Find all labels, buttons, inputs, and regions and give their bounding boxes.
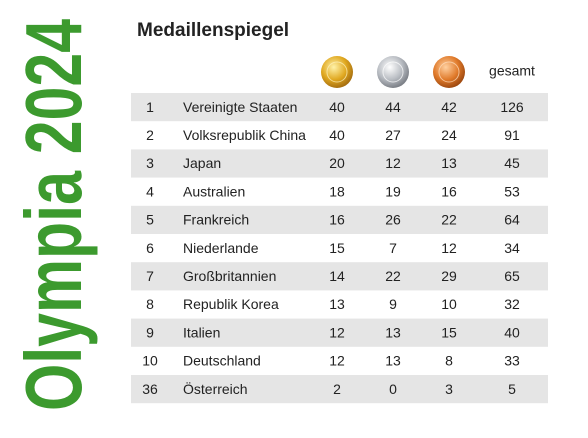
table-row: 7 Großbritannien 14 22 29 65 [131,262,548,291]
country-cell: Republik Korea [183,296,279,312]
total-cell: 65 [504,268,520,284]
silver-cell: 13 [385,324,401,340]
silver-cell: 19 [385,183,401,199]
gold-cell: 40 [329,127,345,143]
bronze-cell: 22 [441,212,457,228]
table-row: 36 Österreich 2 0 3 5 [131,375,548,404]
gold-cell: 18 [329,183,345,199]
country-cell: Italien [183,324,220,340]
bronze-cell: 16 [441,183,457,199]
gold-cell: 12 [329,353,345,369]
rank-cell: 6 [146,240,154,256]
total-cell: 45 [504,155,520,171]
row-background [131,262,548,291]
silver-cell: 12 [385,155,401,171]
total-cell: 64 [504,212,520,228]
silver-cell: 26 [385,212,401,228]
country-cell: Volksrepublik China [183,127,306,143]
row-background [131,318,548,347]
rank-cell: 2 [146,127,154,143]
total-cell: 91 [504,127,520,143]
rank-cell: 36 [142,381,158,397]
country-cell: Japan [183,155,221,171]
bronze-cell: 3 [445,381,453,397]
total-header: gesamt [489,63,535,79]
table-title: Medaillenspiegel [137,20,289,41]
table-row: 3 Japan 20 12 13 45 [131,149,548,178]
table-row: 2 Volksrepublik China 40 27 24 91 [146,127,520,143]
row-background [131,149,548,178]
bronze-cell: 24 [441,127,457,143]
country-cell: Großbritannien [183,268,276,284]
total-cell: 34 [504,240,520,256]
bronze-cell: 15 [441,324,457,340]
silver-cell: 13 [385,353,401,369]
country-cell: Deutschland [183,353,261,369]
total-cell: 32 [504,296,520,312]
country-cell: Österreich [183,380,248,397]
table-row: 8 Republik Korea 13 9 10 32 [146,296,520,312]
country-cell: Frankreich [183,212,249,228]
silver-cell: 7 [389,240,397,256]
bronze-cell: 29 [441,268,457,284]
rank-cell: 9 [146,324,154,340]
row-background [131,93,548,122]
bronze-medal-icon [433,56,465,88]
gold-cell: 13 [329,296,345,312]
bronze-cell: 10 [441,296,457,312]
gold-cell: 2 [333,381,341,397]
country-cell: Australien [183,183,245,199]
silver-cell: 44 [385,99,401,115]
country-cell: Niederlande [183,240,259,256]
row-background [131,375,548,404]
silver-cell: 9 [389,296,397,312]
silver-cell: 27 [385,127,401,143]
bronze-cell: 8 [445,353,453,369]
silver-cell: 0 [389,381,397,397]
table-row: 10 Deutschland 12 13 8 33 [142,353,520,369]
bronze-cell: 12 [441,240,457,256]
table-row: 4 Australien 18 19 16 53 [146,183,520,199]
table-row: 6 Niederlande 15 7 12 34 [146,240,520,256]
rank-cell: 10 [142,353,158,369]
gold-cell: 16 [329,212,345,228]
gold-cell: 12 [329,324,345,340]
rank-cell: 4 [146,183,154,199]
gold-cell: 14 [329,268,345,284]
gold-cell: 20 [329,155,345,171]
gold-medal-icon [321,56,353,88]
total-cell: 53 [504,183,520,199]
country-cell: Vereinigte Staaten [183,99,297,115]
total-cell: 126 [500,99,524,115]
medal-icons [321,56,465,88]
rank-cell: 5 [146,212,154,228]
silver-medal-icon [377,56,409,88]
table-row: 9 Italien 12 13 15 40 [131,318,548,347]
rank-cell: 7 [146,268,154,284]
rank-cell: 8 [146,296,154,312]
gold-cell: 15 [329,240,345,256]
rank-cell: 1 [146,99,154,115]
silver-cell: 22 [385,268,401,284]
total-cell: 40 [504,324,520,340]
bronze-cell: 13 [441,155,457,171]
total-cell: 5 [508,381,516,397]
row-background [131,205,548,234]
bronze-cell: 42 [441,99,457,115]
side-title: Olympia 2024 [9,19,98,411]
rank-cell: 3 [146,155,154,171]
total-cell: 33 [504,353,520,369]
table-row: 5 Frankreich 16 26 22 64 [131,205,548,234]
table-row: 1 Vereinigte Staaten 40 44 42 126 [131,93,548,122]
gold-cell: 40 [329,99,345,115]
